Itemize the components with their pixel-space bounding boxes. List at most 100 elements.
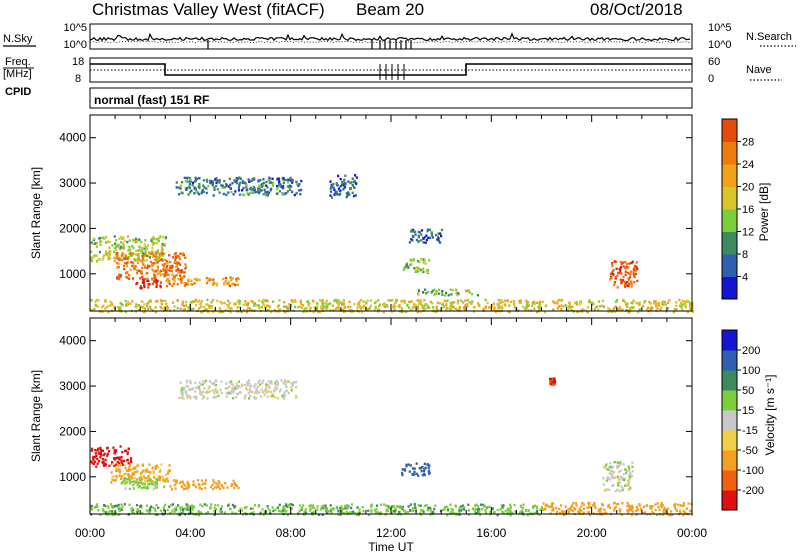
range-gate-cell [182,397,185,400]
range-gate-cell [564,505,567,508]
range-gate-cell [119,235,123,239]
range-gate-cell [163,269,166,272]
range-gate-cell [657,301,660,305]
range-gate-cell [210,301,213,304]
range-gate-cell [161,252,164,256]
range-gate-cell [627,266,630,269]
range-gate-cell [609,278,612,281]
range-gate-cell [370,508,373,512]
range-gate-cell [112,446,115,449]
range-gate-cell [105,513,108,516]
range-gate-cell [420,233,423,236]
range-gate-cell [139,479,142,482]
range-gate-cell [630,261,633,265]
range-gate-cell [257,381,260,384]
range-gate-cell [149,471,152,474]
range-gate-cell [418,301,421,305]
range-gate-cell [181,192,184,195]
range-gate-cell [200,305,203,308]
range-gate-cell [640,507,643,510]
range-gate-cell [139,285,142,288]
range-gate-cell [592,303,595,306]
range-gate-cell [612,484,615,487]
range-gate-cell [255,387,258,391]
range-gate-cell [130,457,133,460]
range-gate-cell [287,391,290,395]
range-gate-cell [247,391,250,395]
range-gate-cell [424,466,427,470]
range-gate-cell [262,379,265,383]
range-gate-cell [532,506,535,509]
range-gate-cell [259,511,262,514]
range-gate-cell [235,280,238,283]
range-gate-cell [631,461,634,464]
range-gate-cell [479,513,482,516]
range-gate-cell [196,277,199,281]
range-gate-cell [690,510,693,513]
range-gate-cell [121,258,124,262]
range-gate-cell [208,179,212,182]
range-gate-cell [416,311,419,314]
range-gate-cell [382,310,385,314]
range-gate-cell [458,509,461,513]
range-gate-cell [140,472,143,475]
range-gate-cell [215,181,218,184]
range-gate-cell [166,508,169,512]
range-gate-cell [406,265,409,268]
range-gate-cell [164,274,167,277]
range-gate-cell [321,302,324,306]
range-gate-cell [509,503,512,506]
range-gate-cell [192,483,195,486]
range-gate-cell [623,280,626,284]
range-gate-cell [677,503,680,506]
range-gate-cell [94,303,97,307]
range-gate-cell [393,304,396,308]
range-gate-cell [519,299,522,302]
range-gate-cell [184,267,187,270]
range-gate-cell [514,309,517,312]
range-gate-cell [245,309,248,312]
range-gate-cell [120,508,123,511]
range-gate-cell [330,509,333,512]
range-gate-cell [132,467,135,470]
range-gate-cell [126,478,129,481]
range-gate-cell [683,511,687,514]
nave-label: Nave [746,64,772,76]
range-gate-cell [552,300,555,303]
range-gate-cell [491,507,494,510]
range-gate-cell [190,189,193,192]
range-gate-cell [615,300,618,303]
range-gate-cell [560,308,563,311]
range-gate-cell [669,513,673,517]
range-gate-cell [276,188,279,191]
range-gate-cell [160,269,163,272]
range-gate-cell [171,301,175,304]
range-gate-cell [431,289,434,292]
range-gate-cell [627,309,630,312]
range-gate-cell [580,509,583,512]
y-tick-label: 3000 [59,379,86,393]
colorbar-tick-label: -100 [742,465,764,477]
range-gate-cell [123,262,126,265]
range-gate-cell [291,383,294,386]
range-gate-cell [321,300,324,303]
range-gate-cell [618,481,621,484]
range-gate-cell [278,180,281,184]
range-gate-cell [458,306,462,309]
range-gate-cell [218,310,221,313]
range-gate-cell [174,510,177,513]
range-gate-cell [444,294,447,297]
range-gate-cell [290,299,293,302]
range-gate-cell [146,487,150,490]
range-gate-cell [211,183,214,187]
range-gate-cell [247,178,250,181]
range-gate-cell [261,508,264,511]
range-gate-cell [212,487,215,491]
x-tick-label: 12:00 [376,526,406,540]
range-gate-cell [169,260,172,264]
range-gate-cell [346,306,349,309]
range-gate-cell [143,480,146,483]
range-gate-cell [92,458,95,462]
range-gate-cell [393,509,397,513]
nsky-label: N.Sky [3,33,33,45]
